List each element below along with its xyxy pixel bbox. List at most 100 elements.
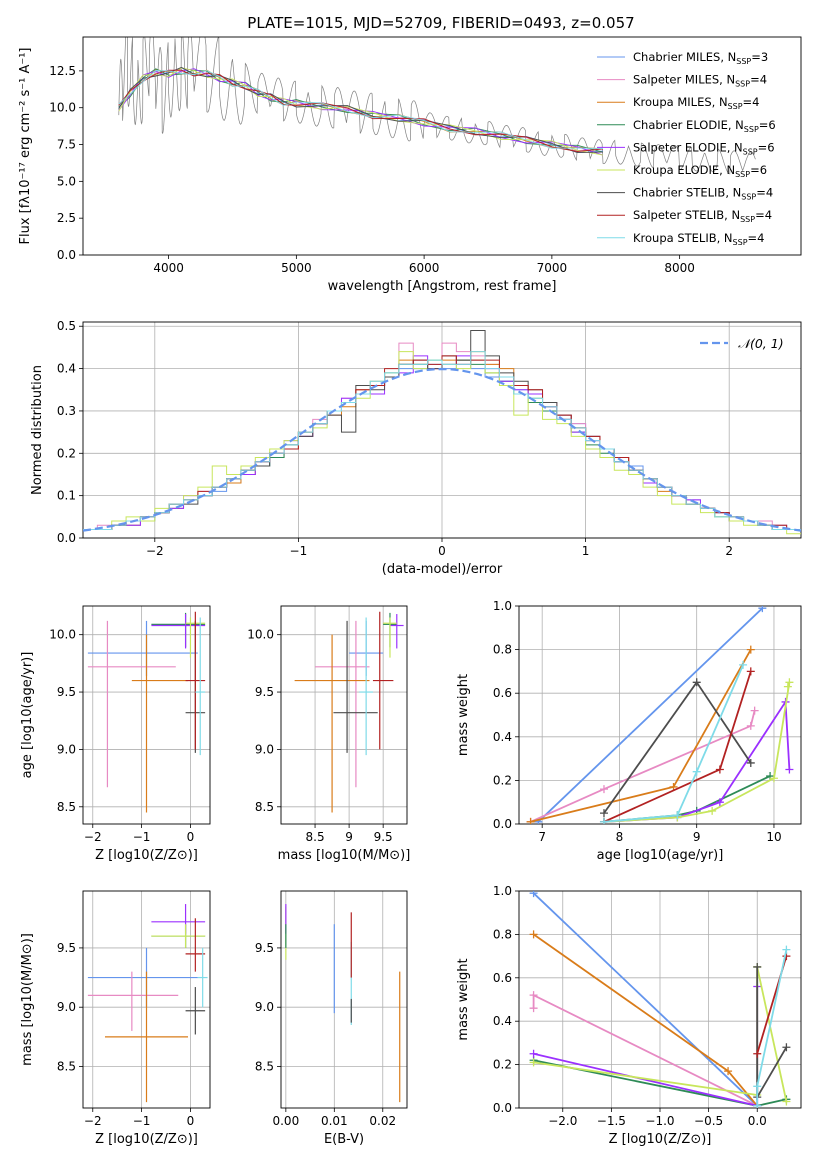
legend-label: Salpeter ELODIE, NSSP=6 <box>633 140 775 156</box>
y-tick-label: 10.0 <box>49 628 76 642</box>
y-tick-label: 8.5 <box>255 800 274 814</box>
legend-label-suffix: =3 <box>751 50 768 64</box>
legend-label-sub: SSP <box>733 238 748 247</box>
model-spectrum-6 <box>118 66 604 154</box>
x-axis-label: wavelength [Angstrom, rest frame] <box>328 279 557 294</box>
legend-label-sub: SSP <box>735 170 750 179</box>
weight-point-marker <box>715 765 724 774</box>
histogram-steps <box>83 329 801 535</box>
axes-frame <box>518 605 802 825</box>
legend-label-main: Salpeter STELIB, N <box>633 208 740 222</box>
x-tick-label: −1 <box>290 544 308 558</box>
weight-point-marker <box>746 721 755 730</box>
normal-curve <box>83 367 801 532</box>
weight-point-marker <box>599 785 608 794</box>
x-axis-label: E(B-V) <box>324 1132 364 1147</box>
weight-series-0 <box>537 607 764 823</box>
y-tick-label: 0.1 <box>57 489 76 503</box>
observed-spectrum <box>118 37 756 175</box>
y-tick-label: 0.6 <box>493 686 512 700</box>
x-tick-label: −2 <box>84 1114 102 1128</box>
weight_vs_Z-lines <box>529 891 791 1108</box>
legend-label-suffix: =6 <box>759 118 776 132</box>
model-spectrum-8 <box>118 70 604 149</box>
x-tick-label: 1 <box>582 544 590 558</box>
y-tick-label: 7.5 <box>57 138 76 152</box>
legend-label-main: Chabrier STELIB, N <box>633 186 741 200</box>
weight-point-marker <box>746 667 755 676</box>
spectrum-legend: Chabrier MILES, N SSP =3 Salpeter MILES, N S… <box>597 50 776 247</box>
axes-frame <box>82 605 211 825</box>
y-tick-label: 0.3 <box>57 404 76 418</box>
y-tick-label: 9.5 <box>255 941 274 955</box>
weight-series-4 <box>533 986 759 1107</box>
y-axis-label: Normed distribution <box>30 365 45 495</box>
y-tick-label: 0.0 <box>493 1101 512 1115</box>
legend-label-main: Salpeter ELODIE, N <box>633 140 743 154</box>
y-tick-label: 0.5 <box>57 319 76 333</box>
spectrum-lines <box>118 37 756 175</box>
x-tick-label: 0 <box>187 1114 195 1128</box>
weight-series-1 <box>530 710 756 823</box>
weight-series-6 <box>603 680 752 814</box>
x-tick-label: 9 <box>345 830 353 844</box>
x-tick-label: 4000 <box>153 261 184 275</box>
legend-label-main: Chabrier ELODIE, N <box>633 118 744 132</box>
weight-point-marker <box>529 891 538 898</box>
age_vs_mass-axes: 8.5 9 9.5 8.5 9.0 9.5 10.0 mass [log10(M/M⊙)] <box>247 605 410 863</box>
weight-point-marker <box>785 765 794 774</box>
x-tick-label: 2 <box>725 544 733 558</box>
y-tick-label: 12.5 <box>49 64 76 78</box>
x-tick-label: −1 <box>133 1114 151 1128</box>
legend-label-suffix: =4 <box>755 208 772 222</box>
mass_vs_Z-axes: −2 −1 0 8.5 9.0 9.5 Z [log10(Z/Z⊙)] mass [log10… <box>20 890 211 1147</box>
x-tick-label: −1 <box>133 830 151 844</box>
axes-frame <box>82 321 802 539</box>
figure-title: PLATE=1015, MJD=52709, FIBERID=0493, z=0… <box>247 14 634 32</box>
weight-point-marker <box>782 1043 791 1052</box>
y-tick-label: 9.0 <box>57 1000 76 1014</box>
x-tick-label: 0.00 <box>272 1114 299 1128</box>
x-tick-label: −2 <box>146 544 164 558</box>
legend-label-sub: SSP <box>728 102 743 111</box>
legend-label-main: Kroupa STELIB, N <box>633 231 733 245</box>
legend-label-suffix: =4 <box>748 231 765 245</box>
x-tick-label: 0 <box>187 830 195 844</box>
weight-point-marker <box>750 706 759 715</box>
weight-point-marker <box>599 809 608 818</box>
x-tick-label: 0.01 <box>321 1114 348 1128</box>
x-tick-label: 9.5 <box>374 830 393 844</box>
weight-point-marker <box>708 806 717 815</box>
weight-point-marker <box>753 962 762 971</box>
x-tick-label: 8.5 <box>306 830 325 844</box>
x-tick-label: −1.0 <box>645 1114 674 1128</box>
x-tick-label: 0 <box>438 544 446 558</box>
weight-point-marker <box>753 1049 762 1058</box>
y-tick-label: 0.4 <box>493 1014 512 1028</box>
x-tick-label: −1.5 <box>597 1114 626 1128</box>
weight-point-marker <box>526 817 535 824</box>
weight-point-marker <box>746 758 755 767</box>
x-tick-label: 0.0 <box>748 1114 767 1128</box>
legend-label-sub: SSP <box>741 193 756 202</box>
weight-series-8 <box>603 664 744 823</box>
weight-series-0 <box>532 892 758 1107</box>
legend-label-main: Salpeter MILES, N <box>633 73 735 87</box>
x-axis-label: Z [log10(Z/Z⊙)] <box>609 1132 712 1147</box>
y-tick-label: 0.4 <box>57 362 76 376</box>
y-tick-label: 9.5 <box>57 941 76 955</box>
y-axis-label: mass [log10(M/M⊙)] <box>20 933 35 1066</box>
y-tick-label: 0.2 <box>493 773 512 787</box>
legend-label-main: Chabrier MILES, N <box>633 50 736 64</box>
x-tick-label: 7000 <box>537 261 568 275</box>
model-spectrum-7 <box>118 69 604 152</box>
y-tick-label: 8.5 <box>255 1059 274 1073</box>
legend-label-sub: SSP <box>744 125 759 134</box>
weight-series-2 <box>530 649 752 823</box>
y-axis-label: mass weight <box>456 958 471 1040</box>
y-tick-label: 0.2 <box>57 446 76 460</box>
y-tick-label: 0.2 <box>493 1058 512 1072</box>
weight_vs_age-lines <box>526 606 794 824</box>
y-tick-label: 9.0 <box>57 742 76 756</box>
